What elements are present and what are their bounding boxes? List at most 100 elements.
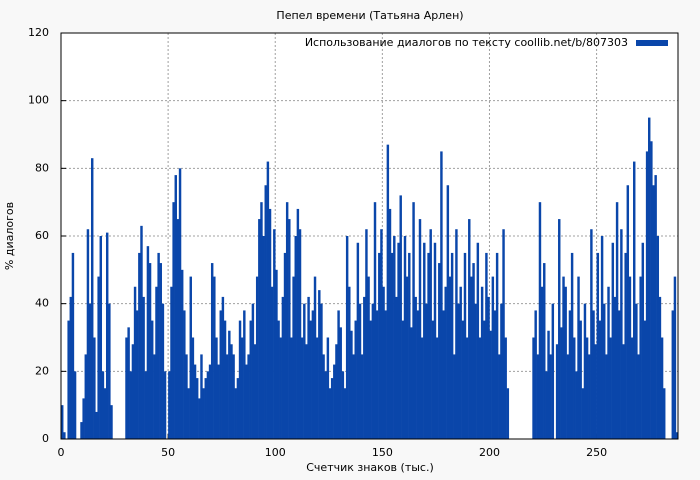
bar	[180, 269, 184, 439]
bar	[230, 344, 233, 439]
bar	[324, 371, 327, 439]
bar	[435, 337, 439, 439]
bar	[405, 276, 409, 439]
bar	[198, 398, 201, 439]
bar	[80, 422, 83, 439]
bar	[277, 320, 280, 439]
bar	[420, 337, 424, 439]
bar	[153, 354, 156, 439]
bar	[412, 202, 415, 439]
bar	[339, 327, 342, 439]
bar	[624, 252, 627, 439]
bar	[215, 337, 218, 439]
bar	[378, 252, 381, 439]
bar	[101, 371, 105, 439]
bar	[343, 388, 347, 439]
bar	[260, 202, 263, 439]
bar	[125, 337, 128, 439]
bar	[305, 344, 308, 439]
bar	[444, 286, 447, 439]
bar	[133, 286, 137, 439]
bar	[356, 242, 360, 439]
bar	[108, 303, 111, 439]
bar	[566, 354, 570, 439]
bar	[594, 344, 597, 439]
bar	[605, 354, 608, 439]
bar	[478, 337, 482, 439]
bar	[161, 303, 165, 439]
x-tick-label: 100	[265, 446, 286, 459]
bar	[292, 276, 295, 439]
bar	[390, 252, 394, 439]
bar	[213, 276, 216, 439]
bar	[564, 286, 567, 439]
bar	[251, 303, 255, 439]
bar	[146, 246, 150, 439]
bar	[360, 354, 364, 439]
bar	[223, 320, 227, 439]
bar	[279, 337, 282, 439]
bar	[333, 364, 336, 439]
bar	[320, 303, 323, 439]
bar	[371, 303, 375, 439]
bar	[641, 242, 645, 439]
bar	[294, 236, 297, 439]
bar	[150, 320, 154, 439]
bar	[69, 296, 73, 439]
bar	[309, 320, 312, 439]
bar	[393, 236, 396, 439]
bar	[61, 405, 64, 439]
bar	[200, 354, 203, 439]
bar	[551, 303, 555, 439]
bar	[438, 263, 441, 439]
bar	[461, 320, 465, 439]
bar	[255, 276, 259, 439]
bar	[155, 286, 158, 439]
bar	[558, 219, 561, 439]
bar	[90, 158, 94, 439]
bar	[455, 229, 458, 439]
bar	[607, 286, 610, 439]
bar	[506, 388, 510, 439]
bar	[131, 344, 135, 439]
bar	[453, 354, 456, 439]
bar	[84, 354, 88, 439]
y-tick-label: 100	[28, 94, 49, 107]
bar	[275, 269, 278, 439]
bar	[105, 232, 109, 439]
bar	[425, 303, 428, 439]
bar	[609, 337, 612, 439]
bar	[373, 202, 377, 439]
y-tick-label: 0	[42, 432, 49, 445]
bar	[245, 364, 248, 439]
bar	[283, 252, 287, 439]
bar	[358, 303, 362, 439]
bar	[71, 252, 75, 439]
bar	[337, 310, 340, 439]
bar	[611, 242, 615, 439]
bar	[243, 310, 246, 439]
bar	[577, 276, 580, 439]
bar	[637, 354, 640, 439]
bar	[615, 202, 619, 439]
bar	[170, 286, 173, 439]
bar	[328, 388, 332, 439]
bar	[300, 337, 304, 439]
plot-frame	[60, 32, 679, 440]
bar	[656, 236, 660, 439]
bar	[652, 185, 655, 439]
bar	[176, 219, 180, 439]
bar	[264, 185, 267, 439]
bar	[498, 354, 501, 439]
bar	[450, 252, 454, 439]
y-tick-label: 80	[35, 161, 49, 174]
bar	[429, 229, 432, 439]
bar	[384, 310, 387, 439]
bar	[183, 310, 186, 439]
bar	[311, 310, 315, 439]
bar	[208, 364, 212, 439]
bar	[303, 303, 306, 439]
bar	[388, 208, 392, 439]
bar	[613, 296, 617, 439]
bar	[236, 378, 240, 439]
